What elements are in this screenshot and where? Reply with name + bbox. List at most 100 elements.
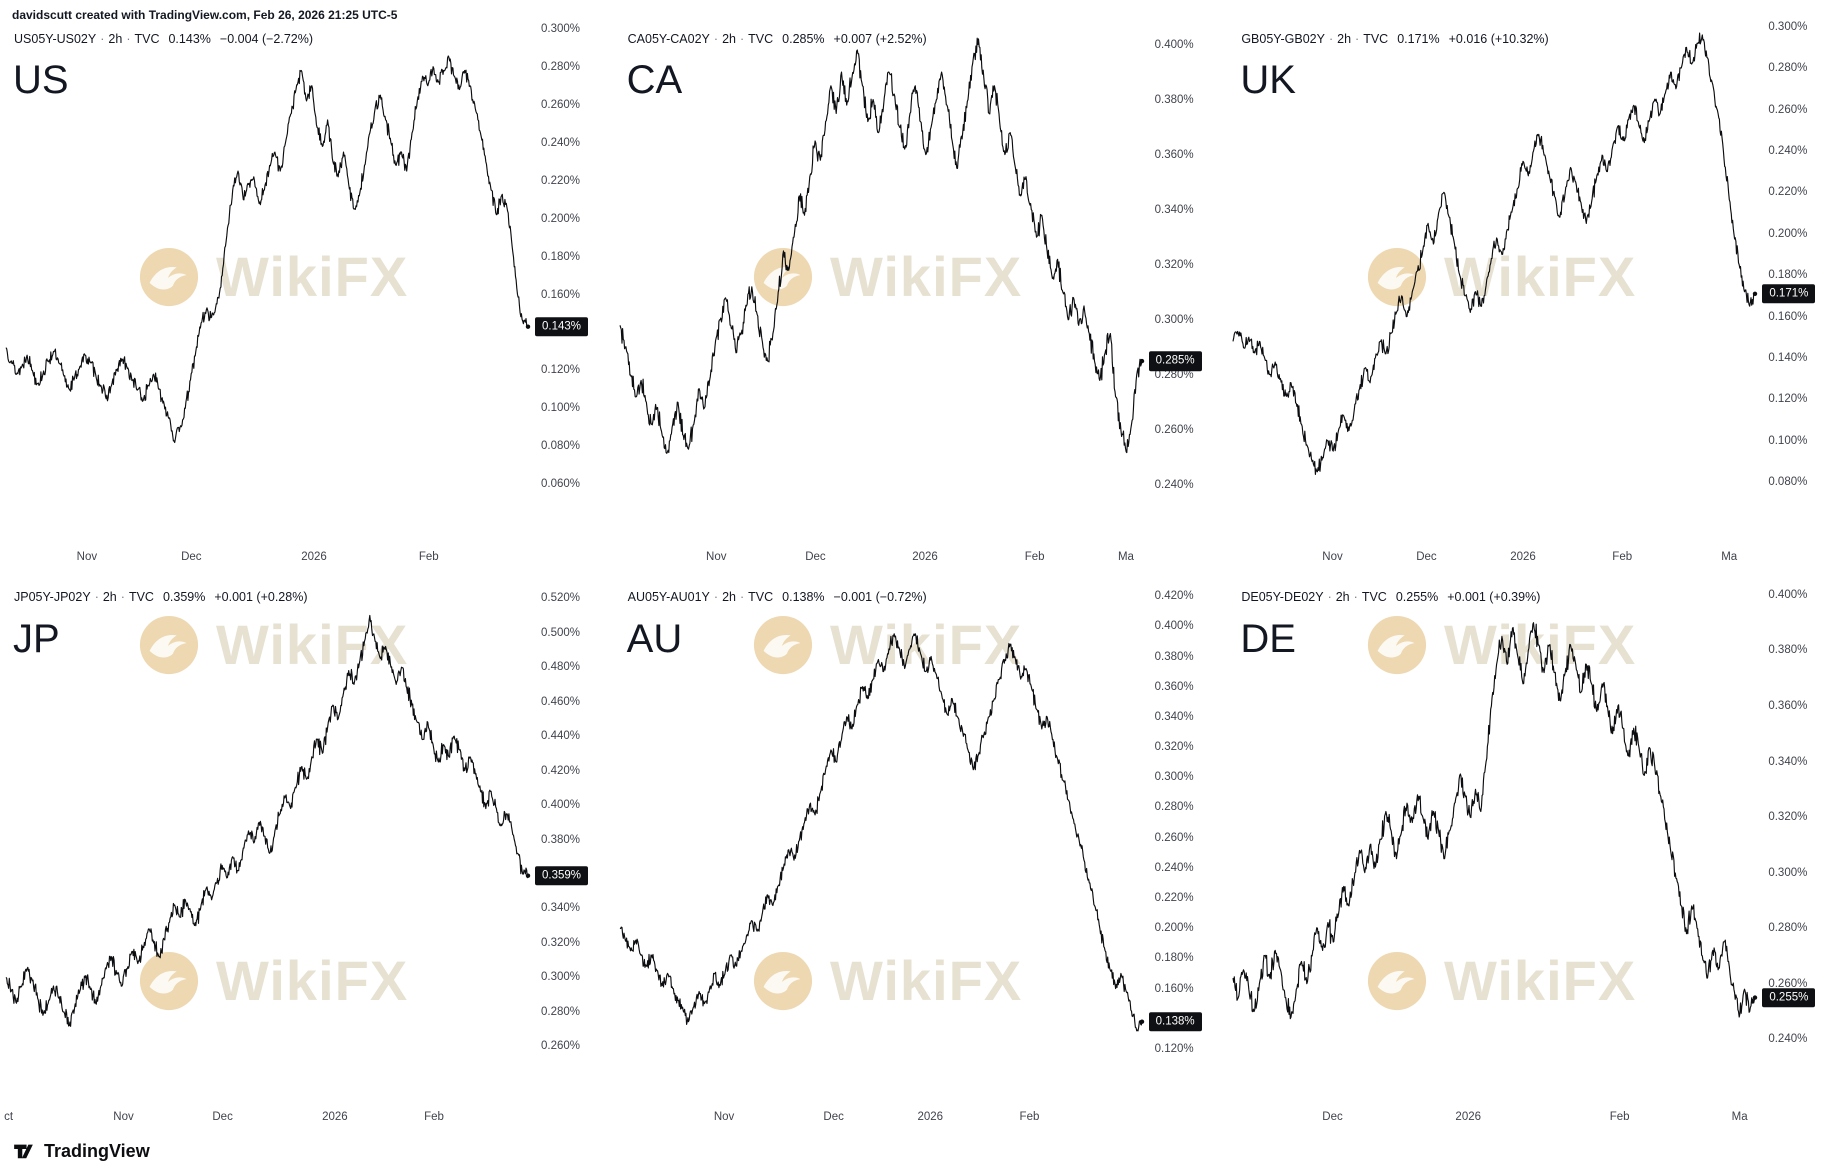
interval-label[interactable]: 2h bbox=[1337, 32, 1352, 46]
price-axis-label[interactable]: 0.280% bbox=[541, 1005, 581, 1018]
price-axis-label[interactable]: 0.520% bbox=[541, 592, 581, 605]
price-axis-label[interactable]: 0.420% bbox=[541, 764, 581, 777]
price-axis-label[interactable]: 0.280% bbox=[541, 60, 581, 73]
time-axis-label[interactable]: Dec bbox=[1416, 551, 1437, 563]
price-axis-label[interactable]: 0.100% bbox=[1768, 434, 1808, 447]
symbol-header[interactable]: US05Y-US02Y · 2h · TVC 0.143% −0.004 (−2.72%) bbox=[14, 32, 313, 46]
price-axis-label[interactable]: 0.260% bbox=[1154, 831, 1194, 844]
price-line-chart[interactable] bbox=[1227, 0, 1841, 575]
price-axis-label[interactable]: 0.240% bbox=[1768, 1033, 1808, 1046]
price-axis-label[interactable]: 0.220% bbox=[1154, 892, 1194, 904]
time-axis-label[interactable]: Nov bbox=[113, 1111, 134, 1123]
symbol-name[interactable]: US05Y-US02Y bbox=[14, 32, 97, 46]
price-axis-label[interactable]: 0.440% bbox=[541, 730, 581, 743]
price-axis-label[interactable]: 0.340% bbox=[1154, 203, 1194, 216]
tradingview-logo-icon[interactable] bbox=[12, 1139, 36, 1163]
price-axis-label[interactable]: 0.320% bbox=[1154, 741, 1194, 753]
symbol-name[interactable]: GB05Y-GB02Y bbox=[1241, 32, 1325, 46]
price-axis-label[interactable]: 0.240% bbox=[541, 136, 581, 149]
price-axis-label[interactable]: 0.380% bbox=[1154, 650, 1194, 663]
price-axis-label[interactable]: 0.360% bbox=[1768, 700, 1808, 712]
time-axis-label[interactable]: Nov bbox=[76, 551, 98, 563]
time-axis-label[interactable]: Feb bbox=[1024, 551, 1045, 563]
price-axis-label[interactable]: 0.320% bbox=[1768, 811, 1808, 824]
price-axis-label[interactable]: 0.300% bbox=[541, 22, 581, 35]
price-axis-label[interactable]: 0.200% bbox=[541, 212, 581, 225]
price-axis-label[interactable]: 0.240% bbox=[1768, 144, 1808, 157]
price-axis-label[interactable]: 0.260% bbox=[541, 1040, 581, 1053]
time-axis-label[interactable]: Dec bbox=[1322, 1111, 1343, 1123]
price-axis-label[interactable]: 0.300% bbox=[1154, 313, 1194, 326]
time-axis-label[interactable]: Ma bbox=[1117, 551, 1134, 563]
price-axis-label[interactable]: 0.380% bbox=[541, 833, 581, 846]
price-axis-label[interactable]: 0.420% bbox=[1154, 590, 1194, 603]
price-axis-label[interactable]: 0.400% bbox=[1154, 620, 1194, 633]
price-axis-label[interactable]: 0.280% bbox=[1154, 801, 1194, 814]
time-axis-label[interactable]: Feb bbox=[1019, 1111, 1040, 1123]
price-axis-label[interactable]: 0.320% bbox=[541, 936, 581, 949]
price-line-chart[interactable] bbox=[614, 0, 1228, 575]
time-axis-label[interactable]: Nov bbox=[706, 551, 727, 563]
price-axis-label[interactable]: 0.280% bbox=[1768, 62, 1808, 75]
price-axis-label[interactable]: 0.340% bbox=[1768, 755, 1808, 768]
price-axis-label[interactable]: 0.460% bbox=[541, 695, 581, 708]
price-axis-label[interactable]: 0.160% bbox=[541, 288, 581, 301]
symbol-name[interactable]: DE05Y-DE02Y bbox=[1241, 590, 1324, 604]
price-axis-label[interactable]: 0.080% bbox=[1768, 476, 1808, 489]
price-axis-label[interactable]: 0.380% bbox=[1154, 93, 1194, 106]
price-axis-label[interactable]: 0.340% bbox=[1154, 710, 1194, 723]
time-axis-label[interactable]: Feb bbox=[418, 551, 439, 563]
time-axis-label[interactable]: 2026 bbox=[1455, 1111, 1482, 1123]
price-axis-label[interactable]: 0.220% bbox=[541, 174, 581, 187]
interval-label[interactable]: 2h bbox=[722, 32, 736, 46]
symbol-header[interactable]: CA05Y-CA02Y · 2h · TVC 0.285% +0.007 (+2.52%) bbox=[628, 32, 927, 46]
price-line-chart[interactable] bbox=[614, 575, 1228, 1135]
price-axis-label[interactable]: 0.180% bbox=[1154, 952, 1194, 965]
price-axis-label[interactable]: 0.400% bbox=[1768, 588, 1808, 601]
price-axis-label[interactable]: 0.180% bbox=[541, 250, 581, 263]
price-axis-label[interactable]: 0.200% bbox=[1768, 227, 1808, 240]
interval-label[interactable]: 2h bbox=[722, 590, 736, 604]
price-axis-label[interactable]: 0.400% bbox=[1154, 38, 1194, 51]
price-axis-label[interactable]: 0.140% bbox=[1768, 351, 1808, 364]
price-axis-label[interactable]: 0.300% bbox=[1154, 771, 1194, 784]
time-axis-label[interactable]: 2026 bbox=[917, 1111, 944, 1123]
symbol-header[interactable]: GB05Y-GB02Y · 2h · TVC 0.171% +0.016 (+10.32%) bbox=[1241, 32, 1548, 46]
price-axis-label[interactable]: 0.480% bbox=[541, 661, 581, 674]
price-line-chart[interactable] bbox=[0, 575, 614, 1135]
time-axis-label[interactable]: Feb bbox=[1609, 1111, 1630, 1123]
price-axis-label[interactable]: 0.360% bbox=[1154, 148, 1194, 161]
time-axis-label[interactable]: 2026 bbox=[912, 551, 938, 563]
time-axis-label[interactable]: Feb bbox=[1612, 551, 1633, 563]
interval-label[interactable]: 2h bbox=[108, 32, 123, 46]
time-axis-label[interactable]: 2026 bbox=[301, 551, 327, 563]
symbol-name[interactable]: CA05Y-CA02Y bbox=[627, 32, 710, 46]
price-axis-label[interactable]: 0.100% bbox=[541, 402, 581, 415]
price-axis-label[interactable]: 0.500% bbox=[541, 626, 581, 639]
price-axis-label[interactable]: 0.060% bbox=[541, 478, 581, 491]
price-axis-label[interactable]: 0.340% bbox=[541, 902, 581, 915]
price-axis-label[interactable]: 0.160% bbox=[1154, 982, 1194, 995]
time-axis-label[interactable]: Dec bbox=[823, 1111, 844, 1123]
price-axis-label[interactable]: 0.300% bbox=[541, 971, 581, 984]
time-axis-label[interactable]: Dec bbox=[805, 551, 826, 563]
brand-name[interactable]: TradingView bbox=[44, 1140, 150, 1161]
price-axis-label[interactable]: 0.260% bbox=[1768, 977, 1808, 990]
time-axis-label[interactable]: Nov bbox=[1322, 551, 1343, 563]
price-axis-label[interactable]: 0.320% bbox=[1154, 258, 1194, 271]
time-axis-label[interactable]: Nov bbox=[713, 1111, 735, 1123]
symbol-header[interactable]: AU05Y-AU01Y · 2h · TVC 0.138% −0.001 (−0.72%) bbox=[628, 590, 927, 604]
price-axis-label[interactable]: 0.360% bbox=[1154, 680, 1194, 693]
price-line-chart[interactable] bbox=[1227, 575, 1841, 1135]
time-axis-label[interactable]: Feb bbox=[424, 1111, 444, 1123]
time-axis-label[interactable]: 2026 bbox=[1510, 551, 1536, 563]
price-axis-label[interactable]: 0.240% bbox=[1154, 479, 1194, 491]
symbol-name[interactable]: JP05Y-JP02Y bbox=[14, 590, 91, 604]
symbol-name[interactable]: AU05Y-AU01Y bbox=[627, 590, 710, 604]
time-axis-label[interactable]: Ma bbox=[1731, 1111, 1748, 1123]
symbol-header[interactable]: DE05Y-DE02Y · 2h · TVC 0.255% +0.001 (+0.39%) bbox=[1241, 590, 1540, 604]
time-axis-label[interactable]: Dec bbox=[181, 551, 202, 563]
interval-label[interactable]: 2h bbox=[1335, 590, 1350, 604]
price-axis-label[interactable]: 0.260% bbox=[541, 98, 581, 111]
symbol-header[interactable]: JP05Y-JP02Y · 2h · TVC 0.359% +0.001 (+0.28%) bbox=[14, 590, 308, 604]
